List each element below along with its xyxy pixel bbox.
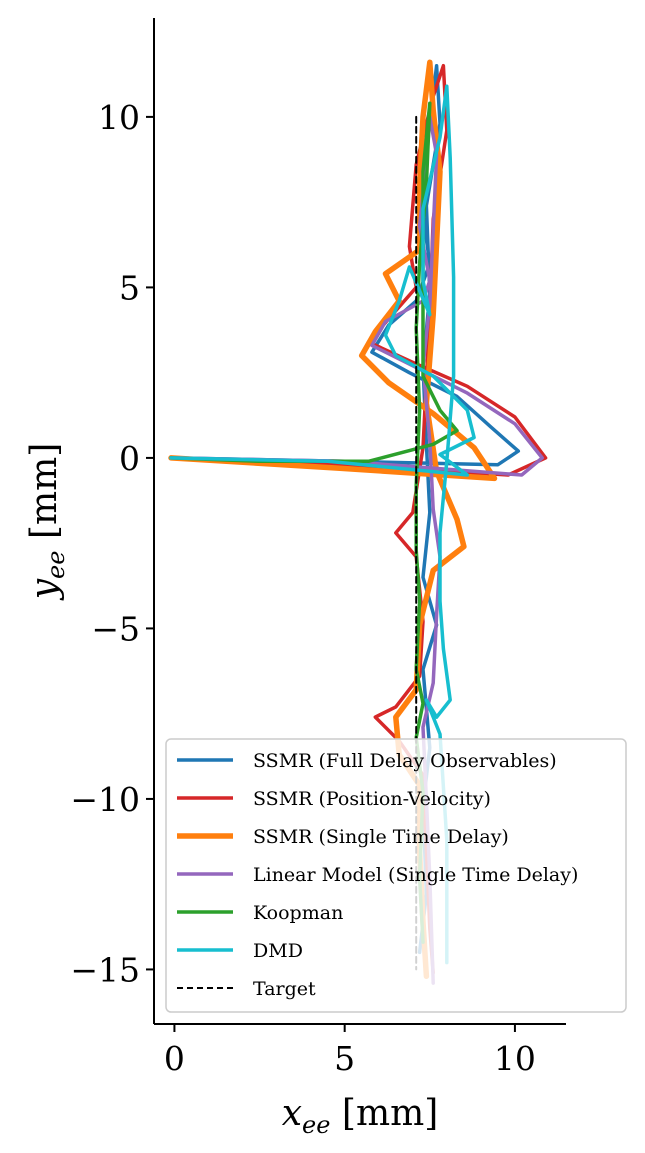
series-line-ssmr-full-delay-observables xyxy=(169,63,521,955)
legend-box xyxy=(165,738,627,1013)
plot-area xyxy=(168,59,548,985)
axis-labels: xee [mm] yee [mm] xyxy=(24,443,438,1139)
legend-label: Linear Model (Single Time Delay) xyxy=(253,864,578,886)
x-tick-label: 10 xyxy=(494,1039,536,1078)
legend-label: Koopman xyxy=(253,902,343,924)
legend-label: Target xyxy=(253,978,316,1000)
series-line-dmd xyxy=(169,84,476,965)
y-tick-label: 0 xyxy=(119,439,140,478)
series-line-ssmr-single-time-delay xyxy=(168,59,498,980)
legend-label: SSMR (Full Delay Observables) xyxy=(253,750,557,772)
x-tick-label: 5 xyxy=(334,1039,355,1078)
y-tick-label: −5 xyxy=(91,609,140,648)
legend-label: DMD xyxy=(253,940,303,962)
x-tick-label: 0 xyxy=(164,1039,185,1078)
x-axis-label: xee [mm] xyxy=(282,1093,439,1139)
y-tick-label: 5 xyxy=(119,268,140,307)
axes xyxy=(153,18,566,1025)
y-tick-label: −15 xyxy=(70,950,140,989)
legend: SSMR (Full Delay Observables) SSMR (Posit… xyxy=(165,738,627,1013)
y-tick-label: −10 xyxy=(70,780,140,819)
legend-label: SSMR (Single Time Delay) xyxy=(253,826,509,848)
y-axis-label: yee [mm] xyxy=(24,443,70,602)
y-tick-label: 10 xyxy=(98,98,140,137)
ticks: 0 5 10 −15 −10 −5 0 5 10 xyxy=(70,98,536,1078)
legend-label: SSMR (Position-Velocity) xyxy=(253,788,491,810)
